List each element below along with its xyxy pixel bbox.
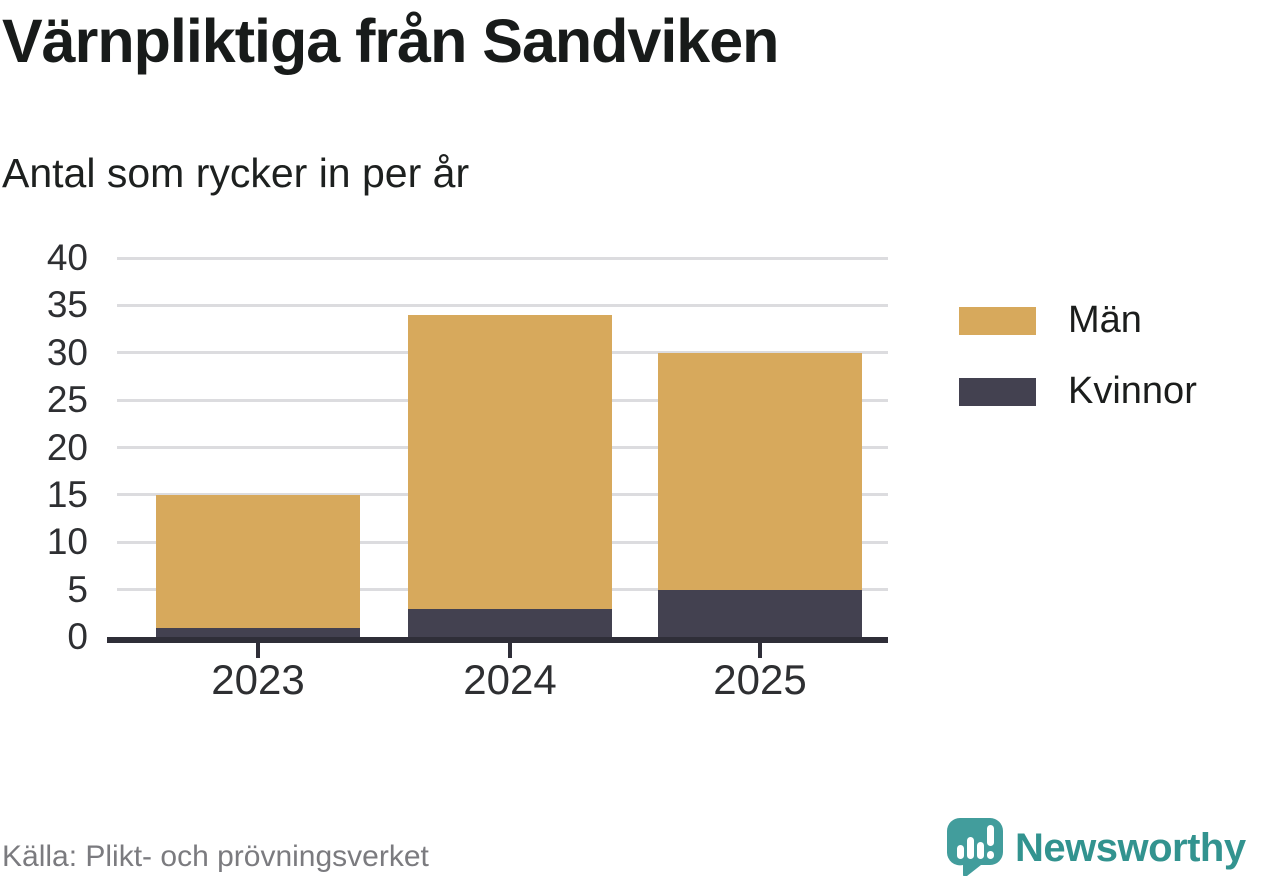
x-axis-tick	[256, 643, 260, 658]
x-axis-label: 2025	[713, 656, 807, 703]
y-axis-tick-label: 15	[46, 473, 88, 515]
speech-bubble-shape	[947, 818, 1003, 876]
bar-2023-män	[156, 494, 360, 628]
legend: Män Kvinnor	[959, 299, 1197, 441]
plot-area: 2023 2024 2025	[107, 256, 888, 703]
y-axis-tick-label: 40	[46, 237, 88, 278]
legend-swatch-kvinnor	[959, 377, 1036, 406]
x-axis-tick	[508, 643, 512, 658]
x-axis-line	[107, 637, 888, 643]
brand-name: Newsworthy	[1015, 825, 1246, 870]
newsworthy-logo-icon	[947, 818, 1003, 876]
y-axis-tick-label: 20	[46, 426, 88, 468]
legend-item-kvinnor: Kvinnor	[959, 370, 1197, 413]
y-axis-tick-label: 35	[46, 284, 88, 326]
y-axis-tick-label: 25	[46, 379, 88, 421]
gridline-35	[117, 303, 888, 307]
x-axis-label: 2024	[463, 656, 557, 703]
logo-exclamation-line	[987, 825, 994, 846]
bar-2025-kvinnor	[658, 589, 862, 637]
logo-bar-2	[967, 837, 974, 859]
x-axis-label: 2023	[211, 656, 305, 703]
brand-lockup: Newsworthy	[947, 818, 1246, 876]
y-axis-tick-label: 30	[46, 331, 88, 373]
legend-item-män: Män	[959, 299, 1197, 342]
source-caption: Källa: Plikt- och prövningsverket	[2, 840, 429, 873]
chart-title: Värnpliktiga från Sandviken	[2, 7, 779, 75]
y-axis-tick-label: 0	[67, 616, 88, 657]
chart-subtitle: Antal som rycker in per år	[2, 150, 470, 196]
logo-bar-1	[957, 845, 964, 859]
y-axis-tick-label: 5	[67, 568, 88, 610]
legend-label: Kvinnor	[1068, 370, 1197, 412]
bar-2025-män	[658, 352, 862, 590]
bar-2024-män	[408, 314, 612, 609]
legend-swatch-män	[959, 306, 1036, 335]
x-axis-tick	[758, 643, 762, 658]
legend-label: Män	[1068, 299, 1142, 341]
logo-bar-3	[977, 842, 984, 859]
y-axis-tick-label: 10	[46, 521, 88, 563]
bar-2023-kvinnor	[156, 627, 360, 637]
gridline-40	[117, 256, 888, 260]
y-axis: 0 5 10 15 20 25 30 35 40	[0, 237, 88, 657]
logo-exclamation-dot	[987, 851, 994, 859]
bar-2024-kvinnor	[408, 608, 612, 637]
